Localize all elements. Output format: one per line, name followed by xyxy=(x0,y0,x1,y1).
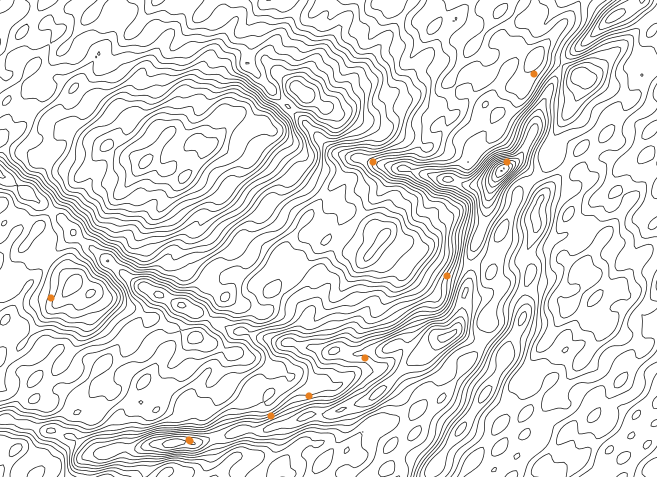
contour-line xyxy=(488,159,657,477)
contour-line xyxy=(0,0,415,477)
marker-layer xyxy=(47,70,538,445)
location-marker[interactable] xyxy=(305,392,313,400)
contour-line xyxy=(0,0,358,326)
contour-line xyxy=(161,0,657,477)
contour-line xyxy=(0,0,443,477)
contour-line xyxy=(0,0,361,332)
contour-line xyxy=(118,119,227,192)
contour-line xyxy=(76,0,604,477)
contour-line xyxy=(138,153,154,170)
contour-line xyxy=(26,67,334,299)
contour-line xyxy=(99,103,247,201)
contour-line xyxy=(0,0,435,477)
contour-line xyxy=(368,0,657,477)
contour-line xyxy=(73,0,598,477)
contour-line xyxy=(51,74,316,234)
contour-line xyxy=(0,0,365,337)
contour-line xyxy=(0,0,398,393)
contour-line xyxy=(92,0,622,477)
contour-line xyxy=(335,0,657,477)
contour-line xyxy=(0,0,440,477)
contour-line xyxy=(73,92,284,221)
contour-line xyxy=(500,167,505,172)
location-marker[interactable] xyxy=(443,272,451,280)
contour-line xyxy=(81,0,609,477)
location-marker[interactable] xyxy=(369,158,377,166)
contour-line xyxy=(148,0,657,477)
contour-line xyxy=(0,0,392,352)
contour-line xyxy=(91,96,278,213)
contour-line xyxy=(67,84,287,225)
contour-line xyxy=(39,0,447,477)
contour-line xyxy=(2,60,346,311)
location-marker[interactable] xyxy=(47,294,55,302)
contour-line xyxy=(0,0,353,319)
location-marker[interactable] xyxy=(186,437,194,445)
contour-line xyxy=(134,0,632,477)
contour-line xyxy=(140,0,642,477)
contour-line xyxy=(424,0,657,477)
location-marker[interactable] xyxy=(361,354,369,362)
location-marker[interactable] xyxy=(530,70,538,78)
contour-line xyxy=(46,0,545,477)
contour-line xyxy=(0,0,430,477)
contour-line xyxy=(128,126,219,184)
contour-line xyxy=(57,78,290,230)
location-marker[interactable] xyxy=(267,412,275,420)
location-marker[interactable] xyxy=(503,158,511,166)
